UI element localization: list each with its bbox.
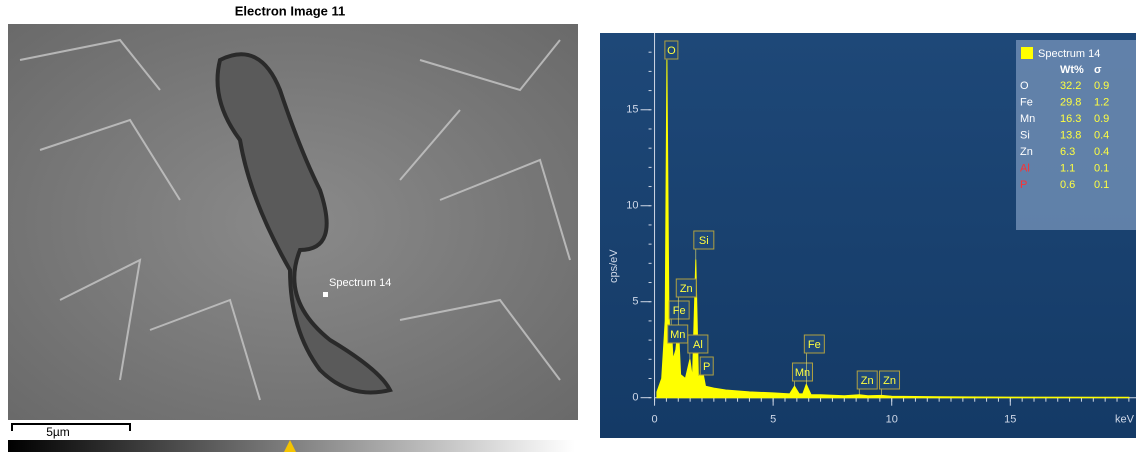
legend-wt: 16.3 xyxy=(1060,113,1081,125)
legend-title: Spectrum 14 xyxy=(1038,48,1100,60)
legend-sigma: 1.2 xyxy=(1094,96,1109,108)
legend-sigma: 0.1 xyxy=(1094,179,1109,191)
peak-label-box xyxy=(791,362,813,382)
peak-label: Fe xyxy=(808,339,821,351)
legend-sigma: 0.9 xyxy=(1094,113,1109,125)
legend-wt: 29.8 xyxy=(1060,96,1081,108)
legend-wt: 32.2 xyxy=(1060,80,1081,92)
spectrum-chart: cps/eV 0 5 10 15 keV 0 5 10 15 O Fe Mn Zn Al Si P Mn Fe Zn… xyxy=(600,33,1136,438)
sem-feature xyxy=(215,52,393,395)
legend-element: Al xyxy=(1020,162,1030,174)
x-tick-label: 10 xyxy=(886,414,898,426)
legend-element: P xyxy=(1020,179,1027,191)
electron-image-panel: Electron Image 11 Spectrum 14 5µm xyxy=(8,3,578,452)
x-tick-label: 15 xyxy=(1004,414,1016,426)
peak-label: Si xyxy=(699,235,709,247)
legend-wt: 6.3 xyxy=(1060,146,1075,158)
peak-label-box xyxy=(667,324,689,344)
peak-label: O xyxy=(667,45,676,57)
peak-label-box xyxy=(687,334,709,354)
spot-marker xyxy=(323,292,328,297)
peak-label: Fe xyxy=(673,305,686,317)
legend-element: Fe xyxy=(1020,96,1033,108)
legend-element: O xyxy=(1020,80,1029,92)
peak-label: Mn xyxy=(670,329,685,341)
legend-header: Wt% xyxy=(1060,64,1084,76)
x-tick-label: 0 xyxy=(651,414,657,426)
scale-label: 5µm xyxy=(46,425,70,439)
legend-box xyxy=(1016,40,1136,230)
peak-label-box xyxy=(668,300,690,320)
legend-header: σ xyxy=(1094,64,1102,76)
peak-label-box xyxy=(675,278,697,298)
legend-swatch xyxy=(1021,47,1033,59)
legend-wt: 0.6 xyxy=(1060,179,1075,191)
peak-label-box xyxy=(856,370,878,390)
image-title: Electron Image 11 xyxy=(235,3,346,18)
y-tick-label: 5 xyxy=(632,296,638,308)
peak-label: Zn xyxy=(680,283,693,295)
x-unit-label: keV xyxy=(1115,414,1135,426)
peak-label-box xyxy=(693,230,715,250)
peak-label: Zn xyxy=(861,375,874,387)
legend-sigma: 0.1 xyxy=(1094,162,1109,174)
scale-bar xyxy=(11,423,131,431)
legend-element: Zn xyxy=(1020,146,1033,158)
y-axis-label: cps/eV xyxy=(608,249,620,283)
legend-sigma: 0.4 xyxy=(1094,146,1109,158)
y-tick-label: 15 xyxy=(626,104,638,116)
sem-texture xyxy=(19,38,571,401)
peak-label: Mn xyxy=(795,367,810,379)
legend-sigma: 0.4 xyxy=(1094,129,1109,141)
peak-label: Zn xyxy=(883,375,896,387)
peak-label: P xyxy=(703,361,710,373)
legend-wt: 1.1 xyxy=(1060,162,1075,174)
legend-wt: 13.8 xyxy=(1060,129,1081,141)
spot-label: Spectrum 14 xyxy=(329,277,391,289)
legend-element: Si xyxy=(1020,129,1030,141)
peak-label-box xyxy=(664,40,679,60)
y-tick-label: 0 xyxy=(632,392,638,404)
peak-label-box xyxy=(699,356,714,376)
peak-label-box xyxy=(879,370,901,390)
peak-label: Al xyxy=(693,339,703,351)
legend-element: Mn xyxy=(1020,113,1035,125)
legend-sigma: 0.9 xyxy=(1094,80,1109,92)
peak-label-box xyxy=(803,334,825,354)
x-tick-label: 5 xyxy=(770,414,776,426)
gray-marker xyxy=(284,440,296,452)
y-tick-label: 10 xyxy=(626,200,638,212)
